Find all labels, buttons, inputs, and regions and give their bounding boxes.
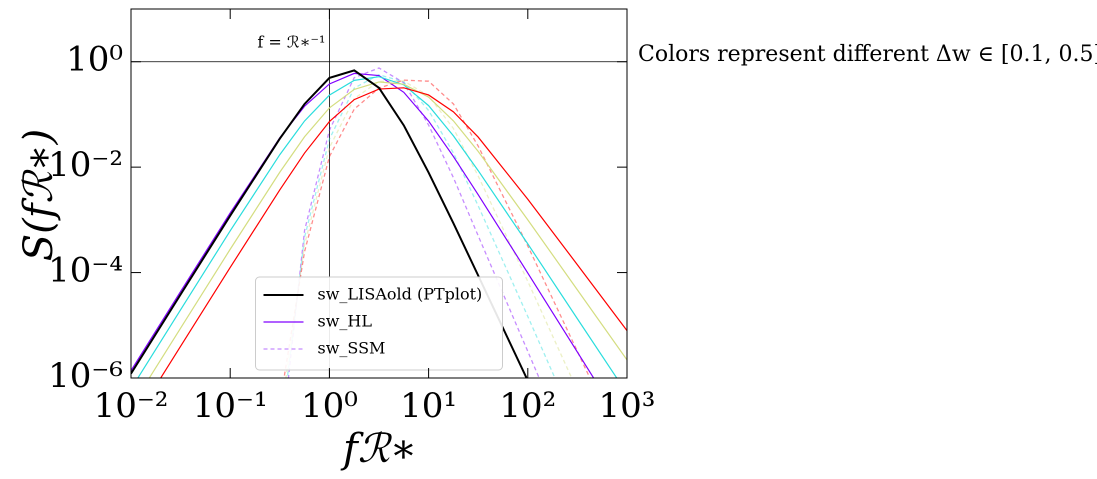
legend-box	[255, 276, 503, 371]
dashed-line	[287, 67, 540, 378]
line	[131, 72, 595, 378]
y-tick-label: 10⁻⁶	[48, 356, 123, 396]
x-tick-label: 10¹	[400, 386, 457, 426]
dashed-line	[286, 74, 556, 378]
y-tick-label: 10⁰	[66, 40, 123, 80]
legend-label: sw_HL	[318, 312, 373, 331]
legend: sw_LISAold (PTplot) sw_HL sw_SSM	[255, 276, 503, 371]
line	[137, 76, 618, 378]
x-tick-label: 10³	[599, 386, 656, 426]
x-tick-label: 10²	[499, 386, 556, 426]
legend-label: sw_LISAold (PTplot)	[318, 285, 483, 304]
annotation: Colors represent different Δw ∈ [0.1, 0.…	[638, 42, 1097, 67]
x-tick-label: 10⁻¹	[193, 386, 268, 426]
line	[131, 69, 528, 378]
legend-label: sw_SSM	[318, 339, 386, 358]
plot-area	[131, 9, 627, 378]
y-tick-label: 10⁻²	[48, 145, 123, 185]
y-tick-label: 10⁻⁴	[48, 251, 123, 291]
x-tick-label: 10⁰	[301, 386, 358, 426]
y-axis-label: S(fℛ∗)	[16, 129, 62, 262]
plot-frame	[130, 8, 628, 379]
x-axis-label: fℛ∗	[340, 426, 417, 472]
line	[148, 81, 627, 378]
reference-label: f = ℛ∗⁻¹	[257, 33, 325, 52]
x-tick-label: 10⁻²	[94, 386, 169, 426]
